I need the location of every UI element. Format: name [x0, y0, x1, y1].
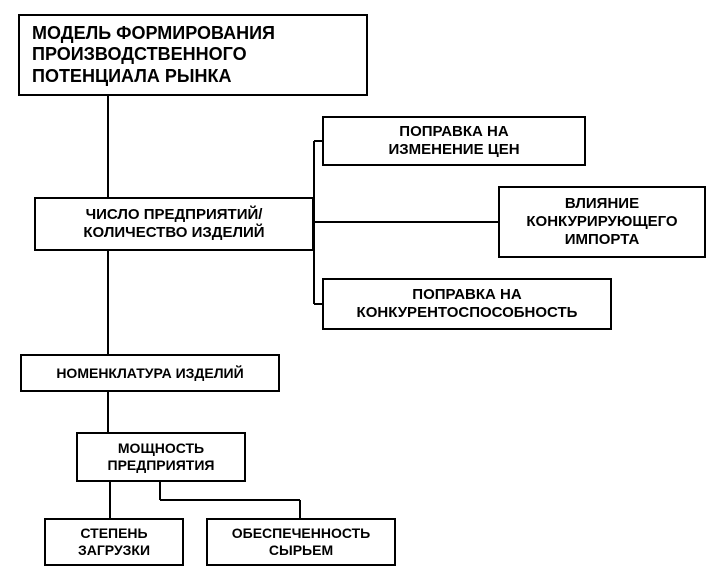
node-label: МОДЕЛЬ ФОРМИРОВАНИЯ ПРОИЗВОДСТВЕННОГО ПО…: [32, 23, 275, 88]
node-label: ОБЕСПЕЧЕННОСТЬ СЫРЬЕМ: [232, 525, 370, 559]
node-nomen: НОМЕНКЛАТУРА ИЗДЕЛИЙ: [20, 354, 280, 392]
node-label: НОМЕНКЛАТУРА ИЗДЕЛИЙ: [56, 365, 243, 382]
node-label: ПОПРАВКА НА ИЗМЕНЕНИЕ ЦЕН: [388, 123, 519, 159]
node-compet_adj: ПОПРАВКА НА КОНКУРЕНТОСПОСОБНОСТЬ: [322, 278, 612, 330]
node-label: МОЩНОСТЬ ПРЕДПРИЯТИЯ: [108, 440, 215, 474]
node-label: ПОПРАВКА НА КОНКУРЕНТОСПОСОБНОСТЬ: [357, 286, 578, 322]
node-capacity: МОЩНОСТЬ ПРЕДПРИЯТИЯ: [76, 432, 246, 482]
node-load: СТЕПЕНЬ ЗАГРУЗКИ: [44, 518, 184, 566]
node-title: МОДЕЛЬ ФОРМИРОВАНИЯ ПРОИЗВОДСТВЕННОГО ПО…: [18, 14, 368, 96]
diagram-canvas: МОДЕЛЬ ФОРМИРОВАНИЯ ПРОИЗВОДСТВЕННОГО ПО…: [0, 0, 720, 581]
node-label: СТЕПЕНЬ ЗАГРУЗКИ: [78, 525, 150, 559]
node-raw: ОБЕСПЕЧЕННОСТЬ СЫРЬЕМ: [206, 518, 396, 566]
node-price_adj: ПОПРАВКА НА ИЗМЕНЕНИЕ ЦЕН: [322, 116, 586, 166]
node-enterprises: ЧИСЛО ПРЕДПРИЯТИЙ/ КОЛИЧЕСТВО ИЗДЕЛИЙ: [34, 197, 314, 251]
node-label: ВЛИЯНИЕ КОНКУРИРУЮЩЕГО ИМПОРТА: [526, 195, 677, 249]
node-imports: ВЛИЯНИЕ КОНКУРИРУЮЩЕГО ИМПОРТА: [498, 186, 706, 258]
node-label: ЧИСЛО ПРЕДПРИЯТИЙ/ КОЛИЧЕСТВО ИЗДЕЛИЙ: [83, 206, 264, 242]
